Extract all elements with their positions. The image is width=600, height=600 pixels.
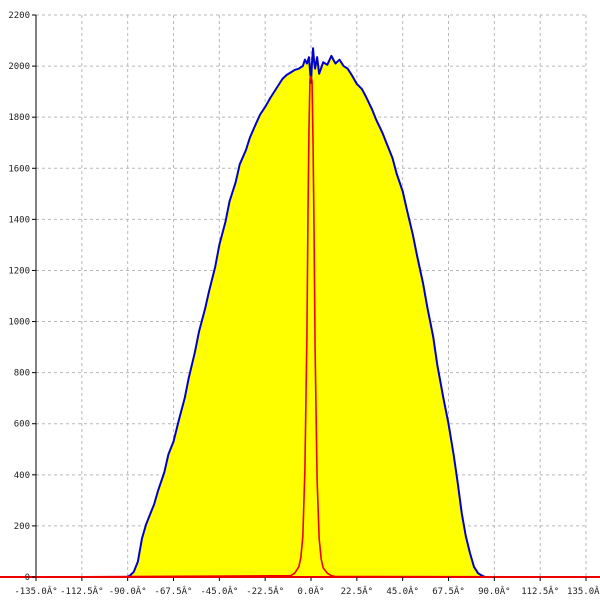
y-tick-label: 400 (14, 471, 30, 481)
x-tick-label: 67.5Â° (432, 585, 465, 597)
y-tick-label: 2000 (8, 62, 30, 72)
y-tick-label: 200 (14, 522, 30, 532)
y-tick-label: 1800 (8, 113, 30, 123)
y-tick-label: 600 (14, 420, 30, 430)
series-1-line (35, 75, 587, 578)
x-tick-label: 112.5Â° (521, 585, 559, 597)
y-tick-label: 800 (14, 369, 30, 379)
x-axis-ticks: -135.0Â° -112.5Â° -90.0Â° -67.5Â° -45.0Â° -22… (14, 577, 600, 597)
x-tick-label: 135.0Â° (567, 585, 600, 597)
x-tick-label: -135.0Â° (14, 585, 57, 597)
y-tick-label: 0 (25, 573, 30, 583)
axes (0, 15, 600, 578)
x-tick-label: -22.5Â° (246, 585, 284, 597)
y-tick-label: 1000 (8, 318, 30, 328)
y-tick-label: 1400 (8, 215, 30, 225)
x-tick-label: -67.5Â° (155, 585, 193, 597)
series-0-line (36, 47, 586, 578)
x-tick-label: 45.0Â° (386, 585, 419, 597)
x-tick-label: 22.5Â° (341, 585, 374, 597)
y-tick-label: 2200 (8, 11, 30, 21)
series-layer (35, 47, 587, 578)
y-tick-label: 1200 (8, 266, 30, 276)
x-tick-label: 90.0Â° (478, 585, 511, 597)
x-tick-label: -90.0Â° (109, 585, 147, 597)
series-0-area (36, 48, 586, 577)
x-tick-label: -112.5Â° (60, 585, 103, 597)
x-tick-label: 0.0Â° (297, 585, 324, 597)
y-tick-label: 1600 (8, 164, 30, 174)
x-tick-label: -45.0Â° (200, 585, 238, 597)
y-axis-ticks: 0 200 400 600 800 1000 1200 1400 1600 1800 2000 220… (8, 11, 36, 583)
